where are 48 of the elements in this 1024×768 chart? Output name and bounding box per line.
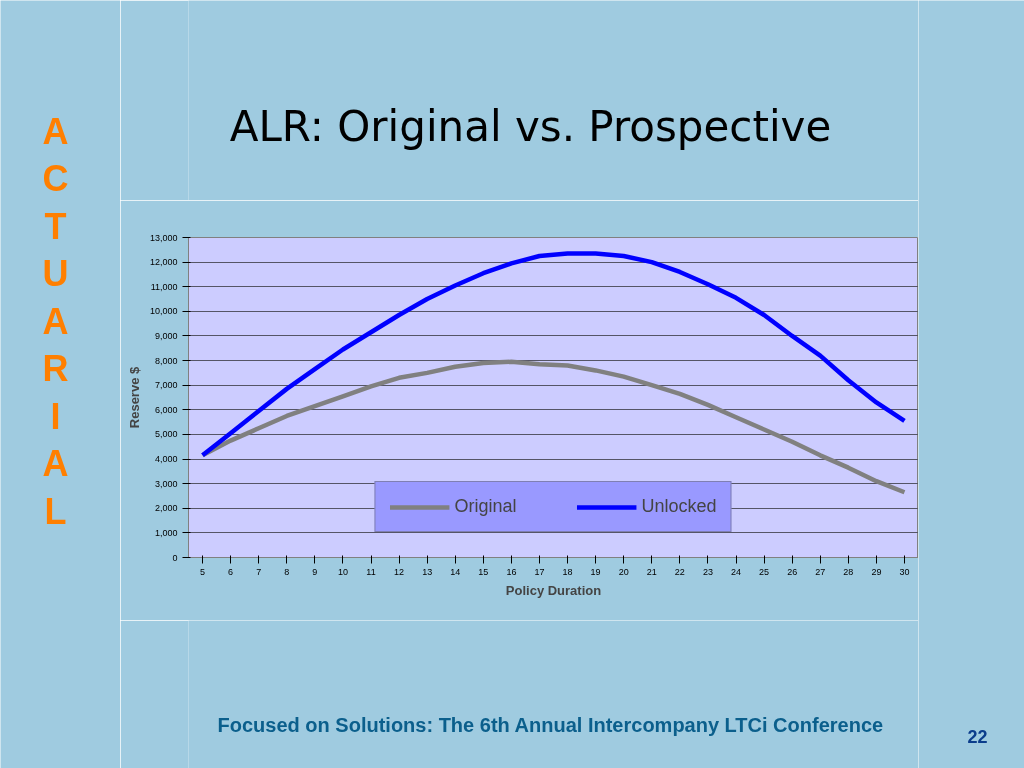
x-tick-label: 17 [534,566,545,577]
y-tick-label: 2,000 [154,503,178,514]
chart-title: ALR: Original vs. Prospective [229,101,832,151]
y-tick-label: 5,000 [154,429,178,440]
x-tick-label: 5 [200,566,206,577]
x-tick-label: 19 [590,566,601,577]
x-tick-label: 14 [450,566,461,577]
y-tick-label: 7,000 [154,380,178,391]
x-tick-label: 15 [478,566,489,577]
x-tick-label: 24 [730,566,742,577]
x-tick-label: 10 [337,566,348,577]
x-tick-label: 27 [815,566,826,577]
x-tick-label: 20 [618,566,629,577]
y-tick-label: 13,000 [149,232,178,243]
legend-label: Unlocked [641,496,717,517]
x-tick-label: 28 [843,566,854,577]
y-tick-label: 9,000 [154,330,178,341]
text: 22 [967,726,988,747]
y-axis-title: Reserve $ [126,366,142,429]
x-tick-label: 7 [256,566,262,577]
y-tick-label: 1,000 [154,527,178,538]
y-tick-label: 10,000 [149,306,178,317]
text: ACTUARIAL [42,110,69,532]
y-tick-label: 3,000 [154,478,178,489]
x-tick-label: 30 [899,566,910,577]
legend-label: Original [454,496,517,517]
x-tick-label: 12 [394,566,405,577]
x-tick-label: 9 [312,566,318,577]
x-tick-label: 29 [871,566,882,577]
y-tick-label: 11,000 [150,281,178,292]
x-tick-label: 25 [759,566,770,577]
x-tick-label: 21 [646,566,657,577]
text: Focused on Solutions: The 6th Annual Intercompany LTCi Conference [217,713,884,736]
y-tick-label: 8,000 [154,355,178,366]
x-tick-label: 8 [284,566,290,577]
x-tick-label: 11 [366,566,376,577]
x-tick-label: 16 [506,566,517,577]
x-tick-label: 23 [702,566,713,577]
x-axis-title: Policy Duration [505,582,602,598]
x-tick-label: 6 [228,566,234,577]
y-tick-label: 6,000 [154,404,178,415]
x-tick-label: 22 [674,566,685,577]
y-tick-label: 12,000 [149,257,178,268]
x-tick-label: 26 [787,566,798,577]
x-tick-label: 18 [562,566,573,577]
x-tick-label: 13 [422,566,433,577]
y-tick-label: 0 [172,552,178,563]
y-tick-label: 4,000 [154,454,178,465]
